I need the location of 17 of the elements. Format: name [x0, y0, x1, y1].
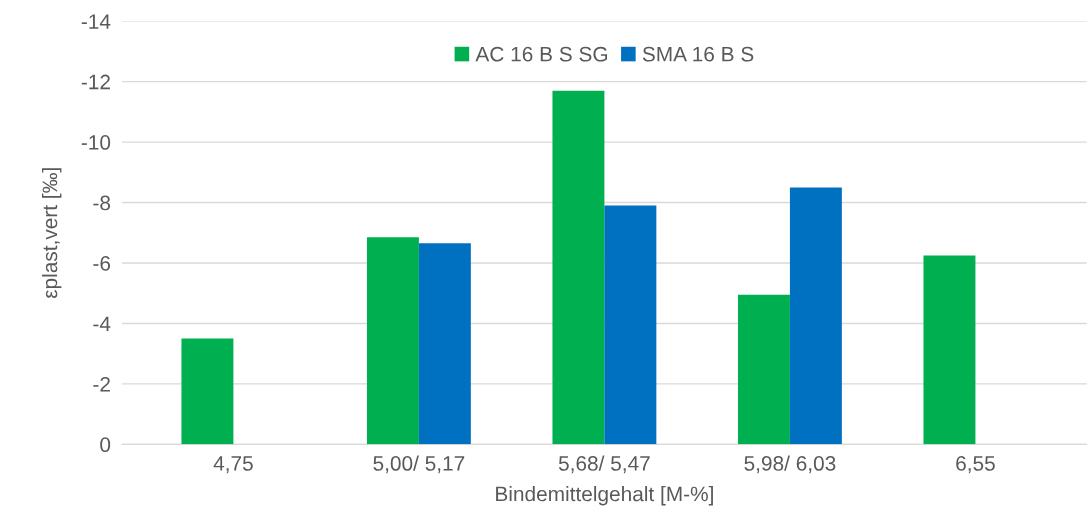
y-tick-label: 0 [100, 437, 111, 453]
y-tick-label: -12 [81, 74, 110, 90]
legend-label: SMA 16 B S [642, 46, 754, 62]
legend-label: AC 16 B S SG [475, 46, 608, 62]
y-tick-label: -14 [81, 14, 111, 29]
x-tick-label: 4,75 [213, 456, 253, 474]
x-tick-label: 6,55 [956, 456, 995, 474]
y-tick-label: -6 [93, 255, 111, 271]
x-tick-label: 5,68/ 5,47 [558, 455, 650, 474]
y-tick-label: -2 [93, 376, 110, 392]
y-tick-label: -4 [93, 316, 111, 331]
x-axis-title: Bindemittelgehalt [M-%] [496, 486, 713, 506]
x-tick-label: 5,98/ 6,03 [744, 455, 836, 474]
x-tick-label: 5,00/ 5,17 [373, 455, 465, 474]
y-tick-label: -8 [93, 195, 111, 211]
y-axis-title: εplast,vert [‰] [42, 168, 62, 299]
y-tick-label: -10 [81, 135, 111, 150]
